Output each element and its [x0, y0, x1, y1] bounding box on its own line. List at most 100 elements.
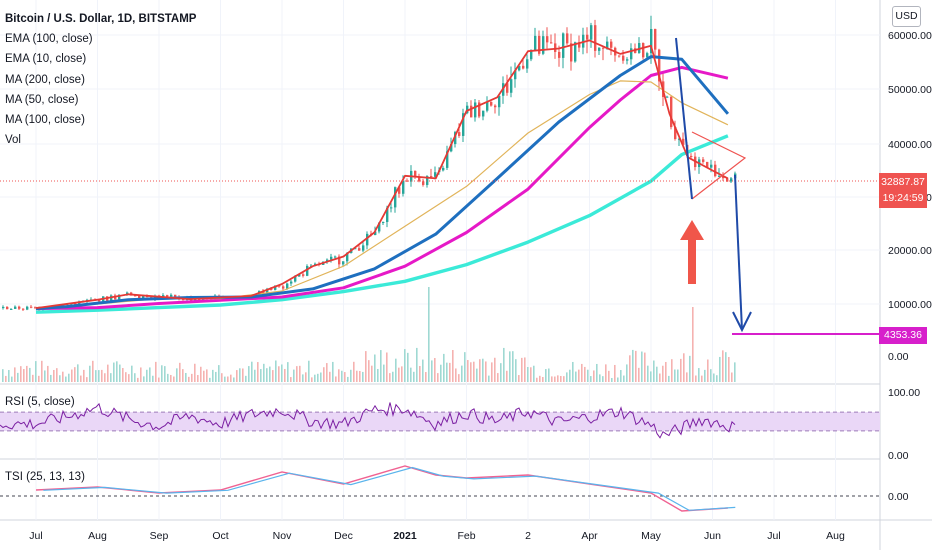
legend-ma200[interactable]: MA (200, close) [5, 73, 85, 86]
volume-bar [134, 373, 136, 382]
volume-bar [17, 372, 19, 382]
volume-bar [701, 375, 703, 382]
volume-bar [431, 360, 433, 382]
currency-badge[interactable]: USD [892, 6, 921, 27]
volume-bar [224, 376, 226, 382]
volume-bar [638, 367, 640, 382]
volume-bar [551, 376, 553, 382]
candle-body [534, 35, 537, 51]
volume-bar [344, 372, 346, 382]
volume-bar [227, 376, 229, 382]
candle-body [570, 43, 573, 62]
volume-bar [44, 370, 46, 382]
volume-bar [317, 373, 319, 382]
ma-line-0 [35, 55, 730, 311]
legend-vol[interactable]: Vol [5, 134, 21, 147]
legend-ma100[interactable]: MA (100, close) [5, 114, 85, 127]
volume-bar [167, 373, 169, 382]
candle-body [142, 295, 145, 299]
volume-bar [155, 361, 157, 382]
volume-bar [149, 367, 151, 382]
volume-bar [293, 369, 295, 382]
candle-body [538, 35, 541, 54]
up-arrow-shaft [688, 236, 696, 284]
price-tick-label: 40000.00 [888, 139, 932, 151]
candle-body [6, 306, 9, 310]
volume-bar [236, 370, 238, 382]
tsi-label[interactable]: TSI (25, 13, 13) [5, 471, 85, 483]
tsi-tick-0: 0.00 [888, 491, 909, 503]
candle-body [434, 172, 437, 177]
volume-bar [80, 375, 82, 382]
down-arrow-line [734, 174, 743, 331]
candle-body [486, 101, 489, 111]
candle-body [334, 256, 337, 258]
volume-bar [560, 375, 562, 382]
volume-bar [449, 362, 451, 382]
volume-bar [512, 351, 514, 382]
candle-body [266, 288, 269, 295]
volume-bar [206, 369, 208, 382]
volume-bar [215, 371, 217, 382]
volume-bar [479, 359, 481, 382]
candle-body [506, 83, 509, 93]
candle-body [330, 256, 333, 260]
volume-bar [452, 350, 454, 382]
candle-body [514, 70, 517, 80]
time-axis-label: Dec [334, 530, 353, 542]
volume-bar [176, 368, 178, 382]
legend-ema10[interactable]: EMA (10, close) [5, 53, 87, 66]
candle-body [338, 256, 341, 265]
candle-body [366, 233, 369, 246]
candle-body [630, 48, 633, 60]
volume-bar [731, 372, 733, 382]
volume-bar [104, 373, 106, 382]
volume-bar [32, 374, 34, 382]
candle-body [722, 175, 725, 179]
candle-body [30, 306, 33, 308]
drop-line [675, 37, 693, 200]
volume-bar [434, 358, 436, 382]
legend-ma50[interactable]: MA (50, close) [5, 93, 79, 106]
candle-body [418, 176, 421, 182]
candle-body [618, 55, 621, 57]
candle-body [626, 59, 629, 61]
rsi-label[interactable]: RSI (5, close) [5, 396, 75, 408]
volume-bar [698, 368, 700, 382]
triangle-pattern [691, 131, 747, 200]
volume-bar [659, 373, 661, 382]
volume-bar [194, 363, 196, 382]
candle-body [494, 105, 497, 108]
volume-bar [14, 367, 16, 382]
candle-body [466, 105, 469, 114]
volume-bar [86, 377, 88, 382]
volume-bar [38, 375, 40, 382]
volume-bar [218, 365, 220, 382]
volume-bar [665, 361, 667, 382]
volume-bar [239, 368, 241, 382]
candle-body [98, 299, 101, 302]
candle-body [302, 274, 305, 276]
volume-bar [233, 377, 235, 382]
legend-ema100[interactable]: EMA (100, close) [5, 33, 93, 46]
candle-body [422, 181, 425, 185]
volume-bar [530, 367, 532, 382]
volume-bar [407, 352, 409, 382]
volume-bar [563, 376, 565, 382]
volume-bar [278, 366, 280, 382]
volume-bar [734, 362, 736, 382]
time-axis-label: Jul [767, 530, 780, 542]
volume-bar [311, 377, 313, 382]
candle-body [134, 295, 137, 297]
legend: Bitcoin / U.S. Dollar, 1D, BITSTAMP EMA … [5, 9, 196, 150]
volume-bar [404, 349, 406, 382]
time-axis-label: Sep [150, 530, 169, 542]
volume-bar [65, 376, 67, 382]
volume-bar [74, 367, 76, 382]
volume-bar [356, 370, 358, 382]
volume-bar [71, 369, 73, 382]
volume-bar [494, 357, 496, 382]
volume-bar [335, 376, 337, 382]
time-axis-label: Aug [826, 530, 845, 542]
